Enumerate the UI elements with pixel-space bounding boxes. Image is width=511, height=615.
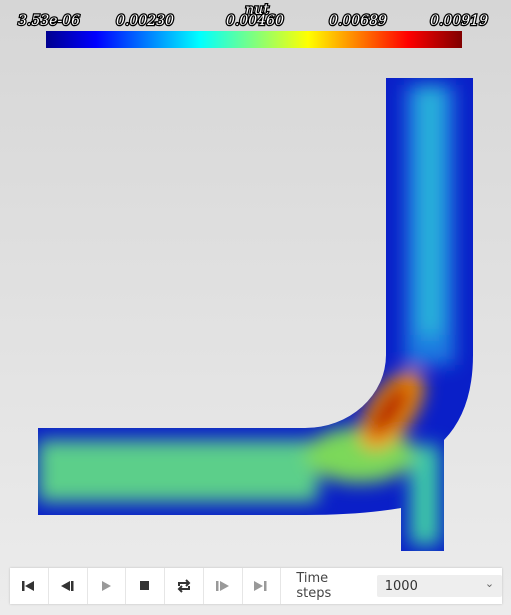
- stop-button[interactable]: [126, 568, 166, 604]
- colorbar-title: nut: [245, 2, 269, 18]
- previous-frame-button[interactable]: [49, 568, 88, 604]
- first-frame-button[interactable]: [10, 568, 49, 604]
- colorbar-label: 0.00689: [329, 13, 387, 29]
- time-steps-select[interactable]: 1000 ⌄: [376, 575, 503, 597]
- play-button[interactable]: [88, 568, 127, 604]
- colorbar-label: 0.00230: [116, 13, 174, 29]
- time-steps-value: 1000: [384, 578, 418, 594]
- loop-button[interactable]: [165, 568, 204, 604]
- time-steps-label: Time steps: [296, 571, 332, 601]
- colorbar-label: 3.53e-06: [18, 13, 80, 29]
- render-view: nut 3.53e-06 0.00230 0.00460 0.00689 0.0…: [17, 1, 489, 551]
- playback-toolbar: Time steps 1000 ⌄: [10, 568, 503, 604]
- dropdown-arrow: ⌄: [484, 577, 495, 590]
- last-frame-button[interactable]: [243, 568, 282, 604]
- colorbar-label: 0.00460: [226, 13, 284, 29]
- flow-field: [38, 78, 473, 551]
- next-frame-button[interactable]: [204, 568, 243, 604]
- colorbar: [46, 31, 462, 48]
- colorbar-label: 0.00919: [430, 13, 488, 29]
